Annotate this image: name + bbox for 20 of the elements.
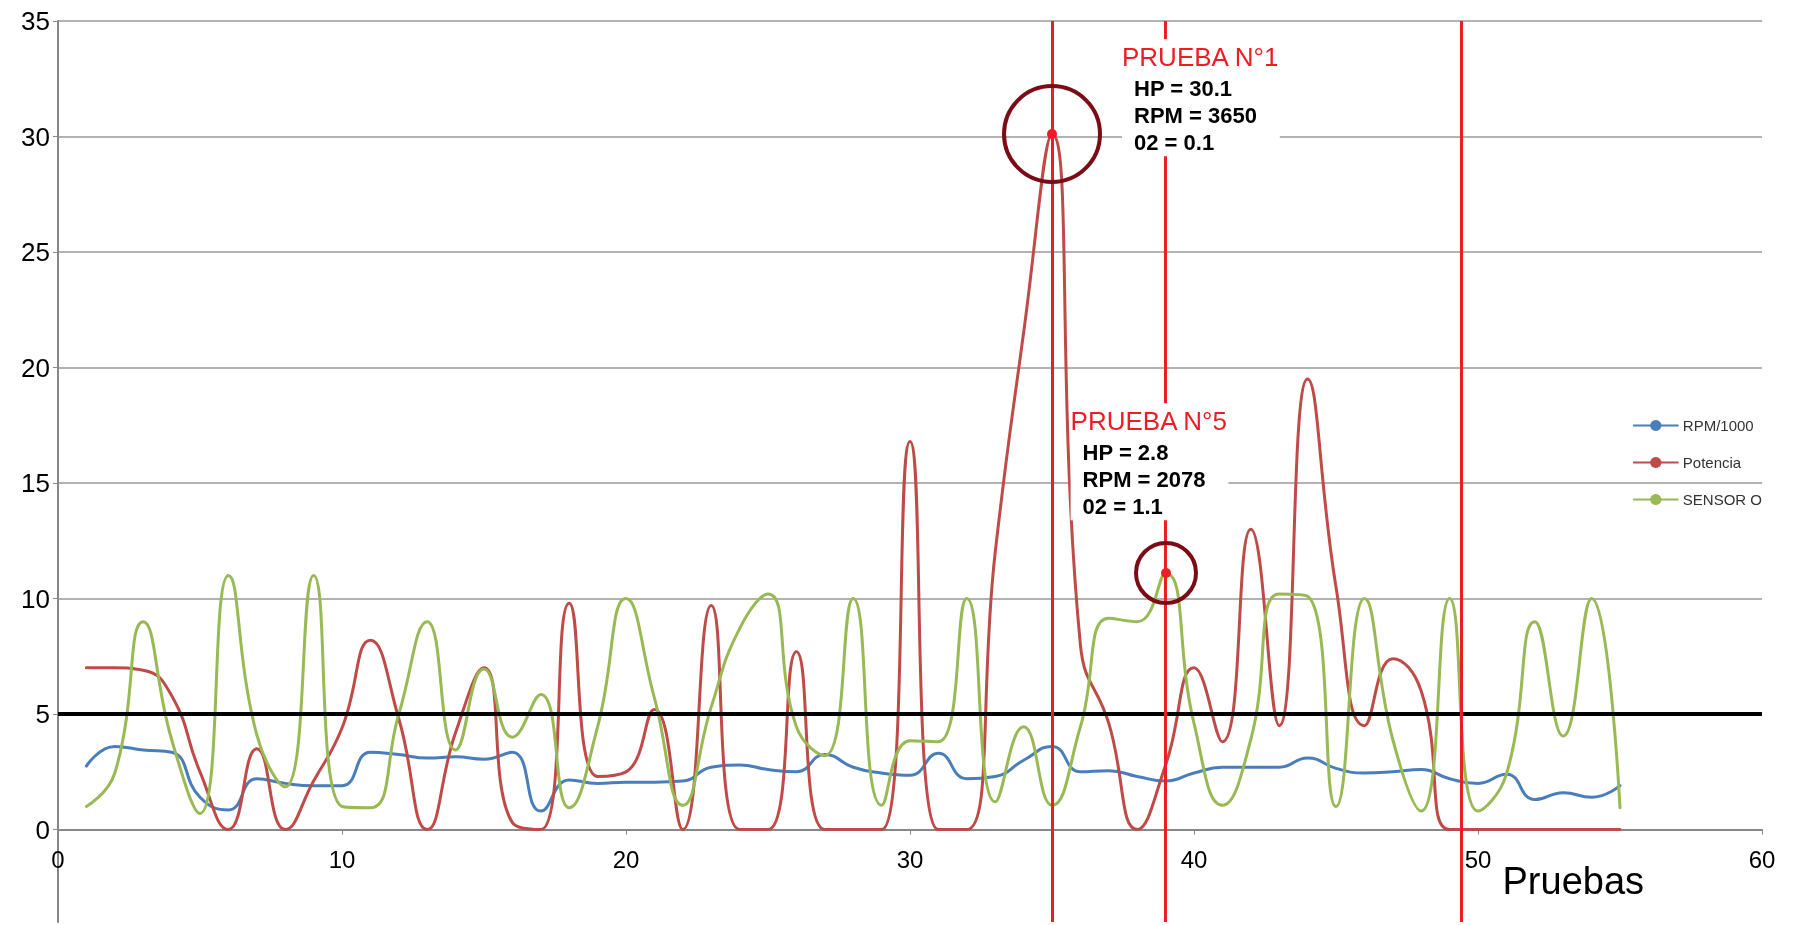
x-tick-label: 30 — [896, 845, 924, 873]
annotation: PRUEBA N°5 HP = 2.8 RPM = 2078 02 = 1.1 — [1070, 406, 1227, 520]
x-tick-label: 50 — [1464, 845, 1492, 873]
x-axis-title: Pruebas — [1502, 859, 1645, 902]
y-tick-label: 20 — [21, 352, 50, 383]
y-tick-label: 30 — [21, 121, 50, 152]
legend-label: RPM/1000 — [1682, 417, 1754, 434]
y-tick-label: 25 — [21, 237, 50, 268]
y-tick-label: 10 — [21, 583, 50, 614]
x-tick-label: 60 — [1748, 845, 1776, 873]
x-tick-label: 20 — [612, 845, 640, 873]
y-tick-label: 0 — [35, 814, 50, 845]
annotation: PRUEBA N°1 HP = 30.1 RPM = 3650 02 = 0.1 — [1122, 42, 1279, 156]
legend-label: Potencia — [1682, 454, 1742, 471]
y-tick-label: 15 — [21, 468, 50, 499]
y-tick-label: 35 — [21, 6, 50, 36]
x-tick-label: 10 — [328, 845, 356, 873]
x-tick-label: 40 — [1180, 845, 1208, 873]
legend-label: SENSOR O — [1682, 491, 1763, 508]
y-tick-label: 5 — [35, 699, 50, 730]
